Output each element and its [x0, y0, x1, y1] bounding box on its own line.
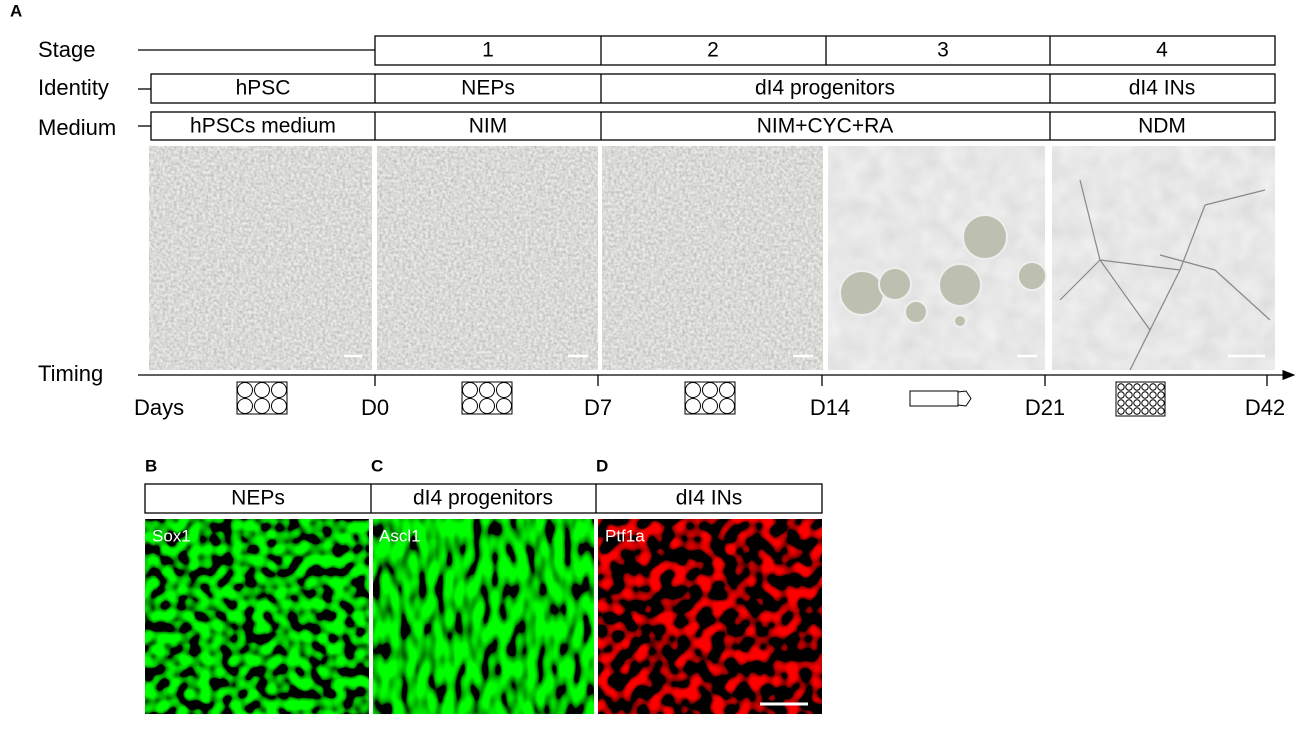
panel-label: B [145, 456, 157, 475]
stage-row: 1 2 3 4 [138, 35, 1276, 66]
panel-label: D [596, 456, 608, 475]
micrographs [149, 146, 1275, 371]
day-mark: D42 [1245, 395, 1285, 420]
fluorescence-images: Sox1 Ascl1 Ptf1a [145, 519, 822, 714]
identity: NEPs [461, 77, 515, 100]
identity: dI4 INs [1129, 77, 1196, 100]
identity: dI4 progenitors [755, 77, 895, 100]
stage: 4 [1156, 39, 1168, 62]
timeline: D0 D7 D14 D21 D42 [138, 369, 1296, 420]
row-label: Medium [38, 115, 116, 140]
stage: 1 [482, 39, 494, 62]
row-label: Identity [38, 75, 109, 100]
medium: NIM+CYC+RA [757, 115, 894, 138]
marker-label: Ascl1 [379, 526, 421, 545]
stain-title: dI4 progenitors [413, 487, 553, 510]
micrograph [377, 146, 598, 370]
row-label: Stage [38, 37, 96, 62]
fluorescence-image [145, 519, 369, 714]
identity: hPSC [236, 77, 291, 100]
marker-label: Ptf1a [605, 526, 645, 545]
medium: NDM [1138, 115, 1186, 138]
day-mark: D21 [1025, 395, 1065, 420]
culture-icons [236, 381, 1166, 417]
stage: 3 [937, 39, 949, 62]
fluorescence-image [373, 519, 594, 714]
row-label: Days [134, 395, 184, 420]
day-mark: D14 [810, 395, 850, 420]
identity-row: hPSC NEPs dI4 progenitors dI4 INs [138, 73, 1276, 104]
stain-title: dI4 INs [676, 487, 743, 510]
panel-label: A [10, 1, 22, 20]
medium-row: hPSCs medium NIM NIM+CYC+RA NDM [138, 111, 1276, 141]
stage: 2 [707, 39, 719, 62]
day-mark: D0 [361, 395, 389, 420]
stain-headers: NEPs dI4 progenitors dI4 INs [144, 483, 823, 514]
medium: NIM [469, 115, 508, 138]
micrograph [1052, 146, 1275, 370]
micrograph [149, 146, 372, 370]
fluorescence-image [598, 519, 822, 714]
day-mark: D7 [584, 395, 612, 420]
micrograph [828, 146, 1045, 370]
medium: hPSCs medium [190, 115, 336, 138]
row-label: Timing [38, 361, 103, 386]
stain-title: NEPs [231, 487, 285, 510]
neurites [1059, 179, 1271, 371]
panel-label: C [371, 456, 383, 475]
marker-label: Sox1 [152, 526, 191, 545]
spheres [839, 214, 1047, 328]
micrograph [602, 146, 823, 370]
